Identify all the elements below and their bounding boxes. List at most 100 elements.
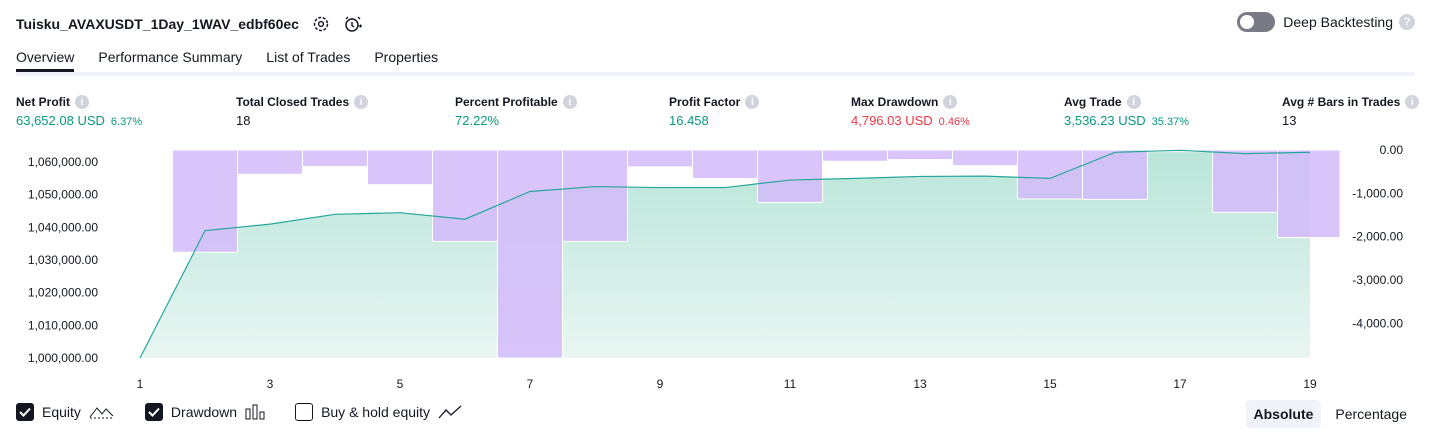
drawdown-bar — [757, 149, 823, 203]
legend-buy-hold[interactable]: Buy & hold equity — [295, 403, 462, 421]
left-axis-tick: 1,000,000.00 — [28, 351, 98, 365]
x-axis-tick: 7 — [527, 377, 534, 391]
buy-hold-line-icon — [438, 405, 462, 419]
drawdown-bar — [952, 149, 1018, 167]
percentage-button[interactable]: Percentage — [1335, 406, 1407, 422]
help-icon[interactable]: i — [1126, 95, 1141, 109]
stat-value: 72.22% — [455, 113, 500, 128]
drawdown-bar — [1212, 149, 1278, 213]
strategy-title: Tuisku_AVAXUSDT_1Day_1WAV_edbf60ec — [16, 16, 299, 32]
help-icon[interactable]: i — [1405, 95, 1420, 109]
x-axis-tick: 19 — [1303, 377, 1317, 391]
x-axis-tick: 11 — [784, 377, 797, 391]
left-axis-tick: 1,040,000.00 — [28, 220, 98, 234]
drawdown-bar — [822, 149, 888, 162]
drawdown-bar — [1082, 149, 1148, 200]
buy-hold-checkbox[interactable] — [295, 403, 314, 421]
right-axis-tick: -4,000.00 — [1352, 316, 1403, 330]
stat-label: Net Profit — [16, 95, 70, 109]
stat-label: Percent Profitable — [455, 95, 558, 109]
help-icon[interactable]: i — [943, 95, 958, 109]
left-axis-tick: 1,030,000.00 — [28, 253, 98, 267]
help-icon[interactable]: i — [745, 95, 760, 109]
stat-percent-profitable: Percent Profitable i 72.22% — [455, 94, 577, 128]
legend-label: Buy & hold equity — [321, 404, 431, 420]
stat-avg-trade: Avg Trade i 3,536.23 USD 35.37% — [1064, 94, 1189, 128]
x-axis-tick: 15 — [1043, 377, 1057, 391]
drawdown-bar — [1277, 149, 1341, 239]
stat-label: Avg Trade — [1064, 95, 1122, 109]
tab-properties[interactable]: Properties — [374, 49, 439, 65]
x-axis-tick: 13 — [913, 377, 927, 391]
legend-drawdown[interactable]: Drawdown — [144, 403, 265, 421]
drawdown-bar — [432, 149, 498, 242]
drawdown-bar — [887, 149, 953, 161]
legend-label: Drawdown — [170, 404, 238, 420]
stat-label: Avg # Bars in Trades — [1282, 95, 1401, 109]
drawdown-bar — [692, 149, 758, 180]
right-axis-tick: -1,000.00 — [1352, 186, 1403, 200]
chart-legend: Equity Drawdown Buy & hold equity — [16, 403, 492, 421]
tab-overview[interactable]: Overview — [16, 44, 75, 72]
x-axis-tick: 5 — [397, 377, 404, 391]
stat-value: 13 — [1282, 113, 1297, 128]
drawdown-bar — [497, 149, 563, 359]
tab-bar: Overview Performance Summary List of Tra… — [16, 44, 1415, 76]
x-axis-tick: 17 — [1173, 377, 1187, 391]
gear-icon[interactable] — [311, 14, 331, 34]
stat-value: 63,652.08 USD — [16, 113, 105, 128]
drawdown-bar — [237, 149, 303, 175]
tab-list-of-trades[interactable]: List of Trades — [266, 49, 351, 65]
deep-backtesting: Deep Backtesting ? — [1237, 12, 1415, 32]
drawdown-checkbox[interactable] — [144, 403, 163, 421]
stats-row: Net Profit i 63,652.08 USD 6.37% Total Clo… — [16, 94, 1420, 130]
equity-drawdown-chart[interactable]: 1,060,000.00 1,050,000.00 1,040,000.00 1,03… — [0, 140, 1431, 398]
drawdown-bar — [172, 149, 238, 253]
drawdown-bar — [107, 149, 173, 152]
help-icon[interactable]: i — [354, 95, 369, 109]
help-icon[interactable]: i — [75, 95, 89, 109]
equity-checkbox[interactable] — [16, 403, 34, 421]
stat-percent: 6.37% — [110, 116, 143, 128]
stat-net-profit: Net Profit i 63,652.08 USD 6.37% — [16, 94, 142, 128]
help-icon[interactable]: i — [562, 95, 577, 109]
stat-max-drawdown: Max Drawdown i 4,796.03 USD 0.46% — [851, 94, 970, 128]
stat-total-closed-trades: Total Closed Trades i 18 — [236, 94, 369, 128]
left-axis-tick: 1,010,000.00 — [28, 318, 98, 332]
drawdown-bar — [302, 149, 368, 167]
right-axis-tick: -3,000.00 — [1352, 273, 1403, 287]
stat-avg-bars: Avg # Bars in Trades i 13 — [1282, 94, 1420, 128]
stat-percent: 0.46% — [938, 116, 970, 128]
stat-label: Profit Factor — [669, 95, 741, 109]
drawdown-bar — [562, 149, 628, 242]
stat-percent: 35.37% — [1151, 116, 1189, 128]
drawdown-bar — [1017, 149, 1083, 200]
x-axis-tick: 3 — [267, 377, 274, 391]
left-axis-tick: 1,060,000.00 — [28, 155, 98, 169]
x-axis-tick: 9 — [657, 377, 664, 391]
tab-performance-summary[interactable]: Performance Summary — [98, 49, 243, 65]
stat-label: Total Closed Trades — [236, 95, 350, 109]
right-axis-tick: 0.00 — [1380, 143, 1404, 157]
deep-backtesting-toggle[interactable] — [1237, 12, 1276, 32]
drawdown-bars-icon — [245, 404, 265, 420]
strategy-header: Tuisku_AVAXUSDT_1Day_1WAV_edbf60ec — [16, 10, 363, 38]
absolute-button[interactable]: Absolute — [1245, 400, 1322, 428]
stat-value: 3,536.23 USD — [1064, 113, 1146, 128]
equity-area — [140, 150, 1310, 358]
help-icon[interactable]: ? — [1399, 14, 1415, 30]
add-alert-clock-icon[interactable] — [343, 14, 363, 34]
value-mode-switch: Absolute Percentage — [1240, 400, 1416, 428]
legend-equity[interactable]: Equity — [16, 403, 115, 421]
stat-value: 16.458 — [669, 113, 709, 128]
x-axis-tick: 1 — [137, 377, 144, 391]
stat-profit-factor: Profit Factor i 16.458 — [669, 94, 760, 128]
drawdown-bar — [367, 149, 433, 186]
stat-value: 18 — [236, 113, 251, 128]
deep-backtesting-label: Deep Backtesting — [1283, 14, 1393, 30]
stat-value: 4,796.03 USD — [851, 113, 933, 128]
left-axis-tick: 1,050,000.00 — [28, 188, 98, 202]
legend-label: Equity — [42, 404, 81, 420]
stat-label: Max Drawdown — [851, 95, 939, 109]
equity-line-icon — [89, 405, 115, 419]
